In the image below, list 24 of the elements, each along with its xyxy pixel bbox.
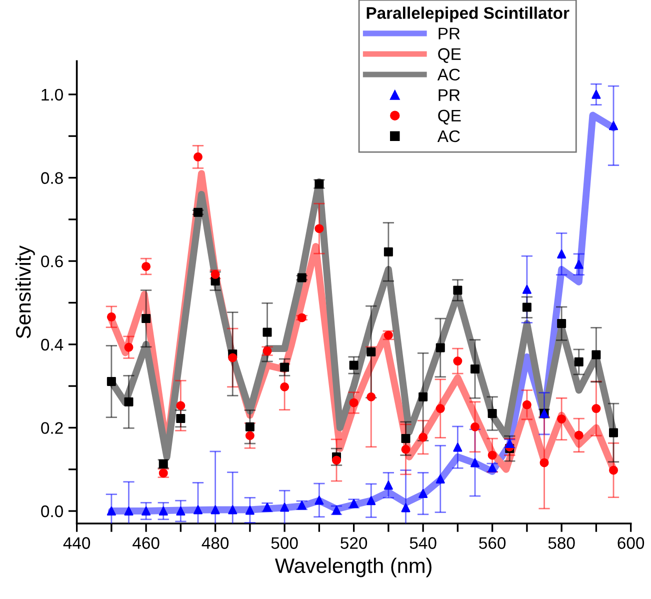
legend-label: PR	[438, 28, 460, 40]
x-tick-label: 480	[202, 537, 229, 549]
x-tick-label: 540	[410, 537, 436, 549]
y-tick-label: 0.8	[41, 172, 63, 184]
x-tick-label: 580	[548, 537, 575, 549]
x-tick-label: 440	[63, 537, 90, 549]
legend-title: Parallelepiped Scintillator	[366, 6, 570, 22]
x-tick-label: 500	[271, 537, 298, 549]
legend-label: AC	[437, 68, 460, 81]
legend-label: QE	[438, 110, 461, 125]
x-tick-label: 520	[340, 537, 368, 549]
x-axis-title: Wavelength (nm)	[274, 558, 432, 578]
y-tick-label: 0.0	[41, 505, 63, 518]
x-tick-label: 460	[132, 537, 160, 549]
x-tick-label: 600	[618, 537, 644, 549]
legend-label: PR	[438, 89, 460, 101]
y-tick-label: 0.4	[41, 338, 64, 351]
y-tick-label: 0.2	[41, 422, 63, 434]
legend-label: QE	[438, 48, 461, 63]
y-tick-label: 1.0	[42, 88, 63, 101]
x-tick-label: 560	[479, 537, 506, 549]
y-axis-title: Sensitivity	[15, 245, 35, 338]
y-tick-label: 0.6	[41, 255, 63, 268]
legend-label: AC	[437, 130, 460, 142]
